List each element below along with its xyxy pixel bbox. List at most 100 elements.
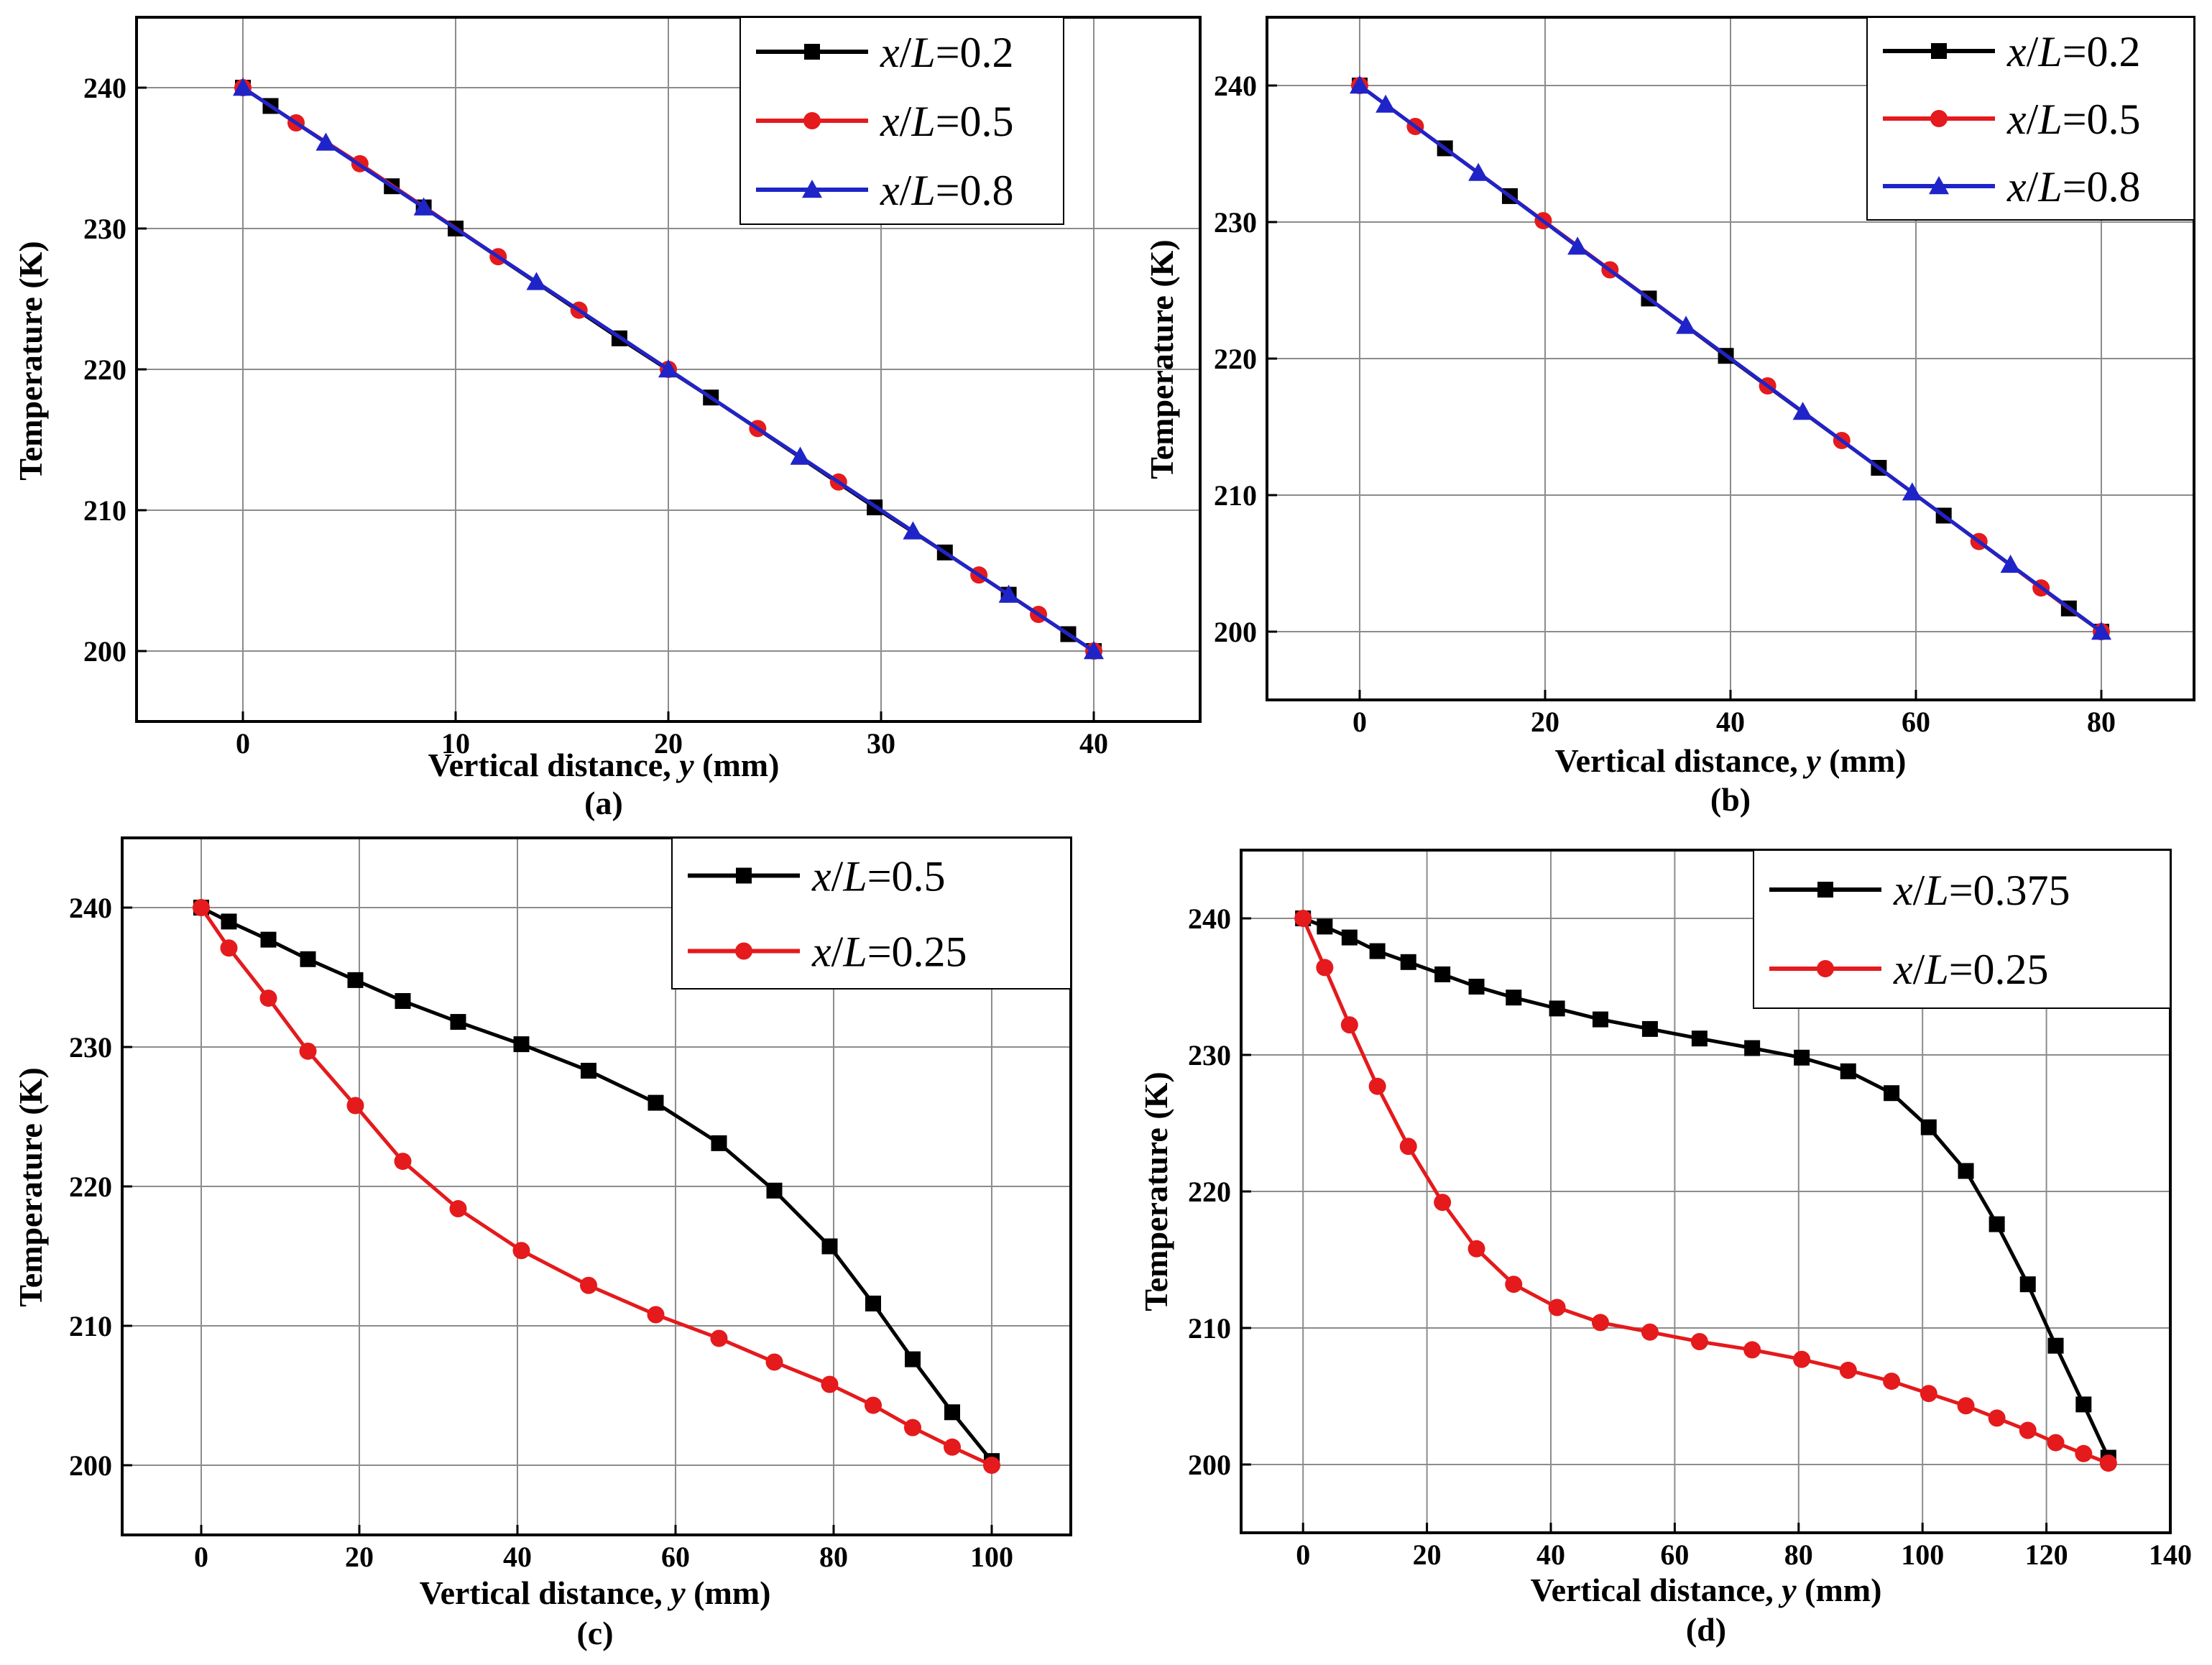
legend-label-value: =0.5 (936, 98, 1014, 145)
x-axis-title-suffix: (mm) (1821, 742, 1907, 779)
data-point (1920, 1385, 1937, 1403)
x-tick-label: 30 (867, 727, 895, 760)
data-point (395, 992, 411, 1009)
x-tick-label: 0 (194, 1541, 208, 1573)
data-point (580, 1276, 597, 1294)
data-point (260, 931, 277, 948)
y-tick-label: 230 (1214, 206, 1257, 239)
legend-label-slash: / (900, 29, 912, 76)
legend-label-value: =0.2 (936, 29, 1014, 76)
legend-label-numerator: x (2006, 96, 2027, 143)
legend-label-numerator: x (811, 928, 831, 976)
data-point (513, 1036, 530, 1053)
grid-layer (137, 17, 1200, 721)
legend-item: x/L=0.25 (688, 928, 967, 976)
legend: x/L=0.5x/L=0.25 (671, 837, 1072, 990)
legend-box (671, 837, 1072, 990)
legend-item: x/L=0.5 (1883, 96, 2141, 143)
x-tick-label: 80 (1784, 1539, 1813, 1571)
y-tick-label: 230 (1188, 1039, 1231, 1071)
data-point (1369, 943, 1386, 959)
legend-label-numerator: x (2006, 28, 2027, 75)
legend-label: x/L=0.25 (811, 928, 967, 976)
data-point (1368, 1077, 1386, 1095)
y-axis-title: Temperature (K) (12, 1067, 49, 1306)
x-axis-title-prefix: Vertical distance, (1555, 742, 1807, 779)
legend-swatch-marker (1817, 960, 1834, 977)
ticks-layer: 0 20 40 60 80 100 200 210 220 230 240 (69, 892, 1013, 1573)
data-point (711, 1135, 727, 1151)
legend-label-denominator: L (2037, 96, 2062, 143)
data-point (233, 78, 253, 96)
data-point (300, 951, 316, 967)
data-point (1340, 1016, 1358, 1034)
y-tick-label: 220 (83, 354, 126, 386)
data-point (983, 1457, 1000, 1474)
data-point (1375, 94, 1396, 113)
data-point (1549, 1000, 1565, 1017)
legend-label: x/L=0.2 (880, 29, 1014, 76)
legend-box (1753, 849, 2171, 1009)
x-axis-title: Vertical distance, y (mm) (428, 747, 780, 783)
legend-swatch-marker (802, 180, 822, 198)
x-axis-title-prefix: Vertical distance, (420, 1574, 671, 1611)
x-tick-label: 60 (1660, 1539, 1689, 1571)
x-axis-title-prefix: Vertical distance, (1531, 1572, 1782, 1608)
ticks-layer: 0 20 40 60 80 200 210 220 230 240 (1214, 70, 2116, 738)
y-tick-label: 210 (1214, 479, 1257, 512)
data-point (903, 521, 923, 540)
data-point (1691, 1030, 1708, 1047)
data-point (1084, 641, 1104, 660)
data-point (1920, 1119, 1937, 1135)
x-tick-label: 20 (1413, 1539, 1442, 1571)
legend-label-slash: / (900, 98, 912, 145)
data-point (1591, 1314, 1609, 1332)
data-point (1317, 918, 1333, 935)
series-layer (1294, 910, 2117, 1472)
y-tick-label: 240 (69, 892, 112, 924)
data-point (1641, 1020, 1658, 1037)
grid-layer (1241, 850, 2171, 1533)
legend-label: x/L=0.2 (2006, 28, 2141, 75)
x-tick-label: 80 (819, 1541, 848, 1573)
data-point (512, 1242, 530, 1260)
data-point (315, 132, 336, 151)
legend-label-numerator: x (811, 853, 831, 900)
y-tick-label: 220 (69, 1171, 112, 1203)
data-point (905, 1351, 921, 1367)
legend-label: x/L=0.5 (880, 98, 1014, 145)
data-point (449, 1200, 467, 1218)
data-point (1468, 979, 1485, 995)
data-point (2075, 1396, 2092, 1413)
data-point (944, 1438, 961, 1456)
x-tick-label: 120 (2025, 1539, 2068, 1571)
series-3 (1350, 75, 2111, 640)
data-point (450, 1014, 466, 1030)
x-axis-title-variable: y (667, 1574, 686, 1611)
data-point (1744, 1040, 1761, 1056)
series-line (200, 905, 993, 1462)
data-point (2019, 1276, 2036, 1293)
data-point (1989, 1216, 2005, 1232)
data-point (710, 1329, 728, 1347)
legend-label-denominator: L (911, 167, 935, 214)
legend-label-slash: / (2027, 96, 2039, 143)
data-point (1793, 1350, 1811, 1368)
legend-label-slash: / (900, 167, 912, 214)
y-tick-label: 200 (83, 635, 126, 668)
data-point (865, 1396, 882, 1414)
x-axis-title-prefix: Vertical distance, (428, 747, 680, 783)
data-point (904, 1419, 921, 1436)
data-point (790, 446, 811, 465)
y-tick-label: 210 (1188, 1312, 1231, 1345)
data-point (1592, 1011, 1608, 1028)
series-layer (1350, 75, 2111, 640)
legend: x/L=0.2x/L=0.5x/L=0.8 (739, 17, 1064, 225)
data-point (1884, 1085, 1900, 1102)
data-point (1690, 1333, 1708, 1350)
panel-label: (c) (576, 1615, 613, 1651)
legend-item: x/L=0.2 (1883, 28, 2141, 75)
